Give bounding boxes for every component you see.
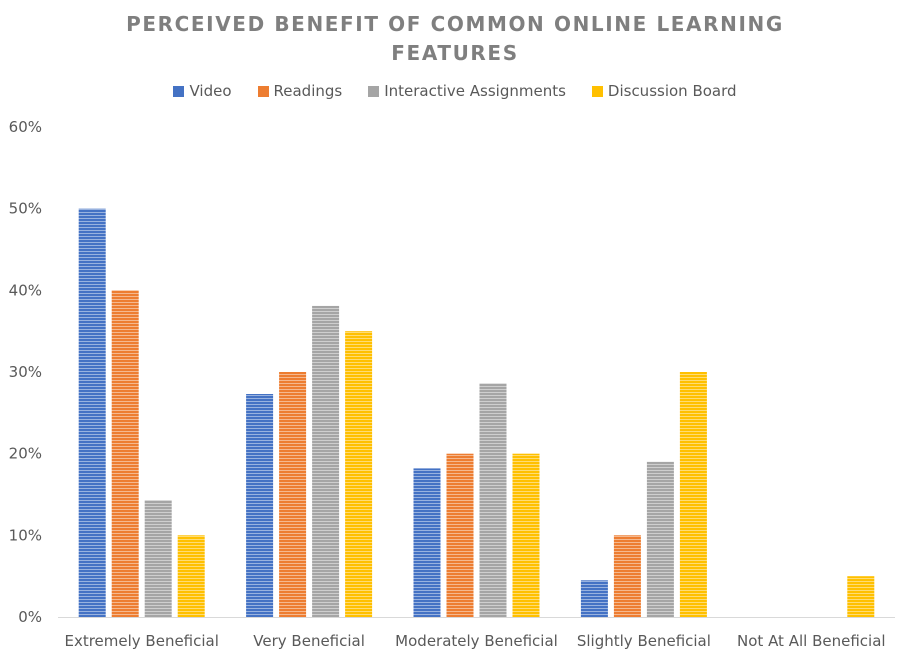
bar-video-slightly-beneficial xyxy=(580,580,608,618)
bar-discussion-board-not-at-all-beneficial xyxy=(847,576,875,617)
bar-readings-extremely-beneficial xyxy=(111,290,139,617)
x-tick-label: Moderately Beneficial xyxy=(395,632,558,650)
x-tick-label: Slightly Beneficial xyxy=(577,632,711,650)
x-tick-label: Very Beneficial xyxy=(253,632,365,650)
legend-item-video: Video xyxy=(173,82,232,100)
y-tick-label: 20% xyxy=(9,445,42,463)
chart-title-line-2: FEATURES xyxy=(391,41,519,65)
bar-interactive-assignments-very-beneficial xyxy=(312,305,340,617)
chart-title-line-1: PERCEIVED BENEFIT OF COMMON ONLINE LEARN… xyxy=(126,12,784,36)
bar-video-extremely-beneficial xyxy=(78,208,106,617)
bar-discussion-board-moderately-beneficial xyxy=(512,453,540,617)
bar-interactive-assignments-extremely-beneficial xyxy=(144,500,172,617)
bar-discussion-board-very-beneficial xyxy=(345,331,373,617)
y-tick-label: 0% xyxy=(18,608,42,626)
bar-readings-very-beneficial xyxy=(279,372,307,617)
x-tick-label: Not At All Beneficial xyxy=(737,632,886,650)
y-tick-label: 60% xyxy=(9,118,42,136)
bar-readings-slightly-beneficial xyxy=(613,535,641,617)
bar-video-moderately-beneficial xyxy=(413,468,441,617)
legend-swatch-interactive-assignments xyxy=(368,85,380,97)
legend-label-interactive-assignments: Interactive Assignments xyxy=(384,82,566,100)
legend-label-discussion-board: Discussion Board xyxy=(607,82,737,100)
y-tick-label: 30% xyxy=(9,363,42,381)
legend-swatch-discussion-board xyxy=(591,85,603,97)
legend: Video Readings Interactive Assignments D… xyxy=(0,82,910,100)
bar-discussion-board-slightly-beneficial xyxy=(679,372,707,617)
y-tick-label: 50% xyxy=(9,200,42,218)
bar-discussion-board-extremely-beneficial xyxy=(177,535,205,617)
y-tick-label: 40% xyxy=(9,281,42,299)
bar-video-very-beneficial xyxy=(246,394,274,617)
legend-item-discussion-board: Discussion Board xyxy=(591,82,737,100)
bar-interactive-assignments-moderately-beneficial xyxy=(479,383,507,617)
legend-item-interactive-assignments: Interactive Assignments xyxy=(368,82,566,100)
legend-swatch-video xyxy=(173,85,185,97)
bar-readings-moderately-beneficial xyxy=(446,453,474,617)
chart-title: PERCEIVED BENEFIT OF COMMON ONLINE LEARN… xyxy=(0,10,910,68)
legend-label-readings: Readings xyxy=(273,82,343,100)
legend-swatch-readings xyxy=(257,85,269,97)
x-tick-label: Extremely Beneficial xyxy=(64,632,218,650)
legend-label-video: Video xyxy=(189,82,232,100)
y-tick-label: 10% xyxy=(9,526,42,544)
legend-item-readings: Readings xyxy=(257,82,343,100)
bar-interactive-assignments-slightly-beneficial xyxy=(646,461,674,617)
